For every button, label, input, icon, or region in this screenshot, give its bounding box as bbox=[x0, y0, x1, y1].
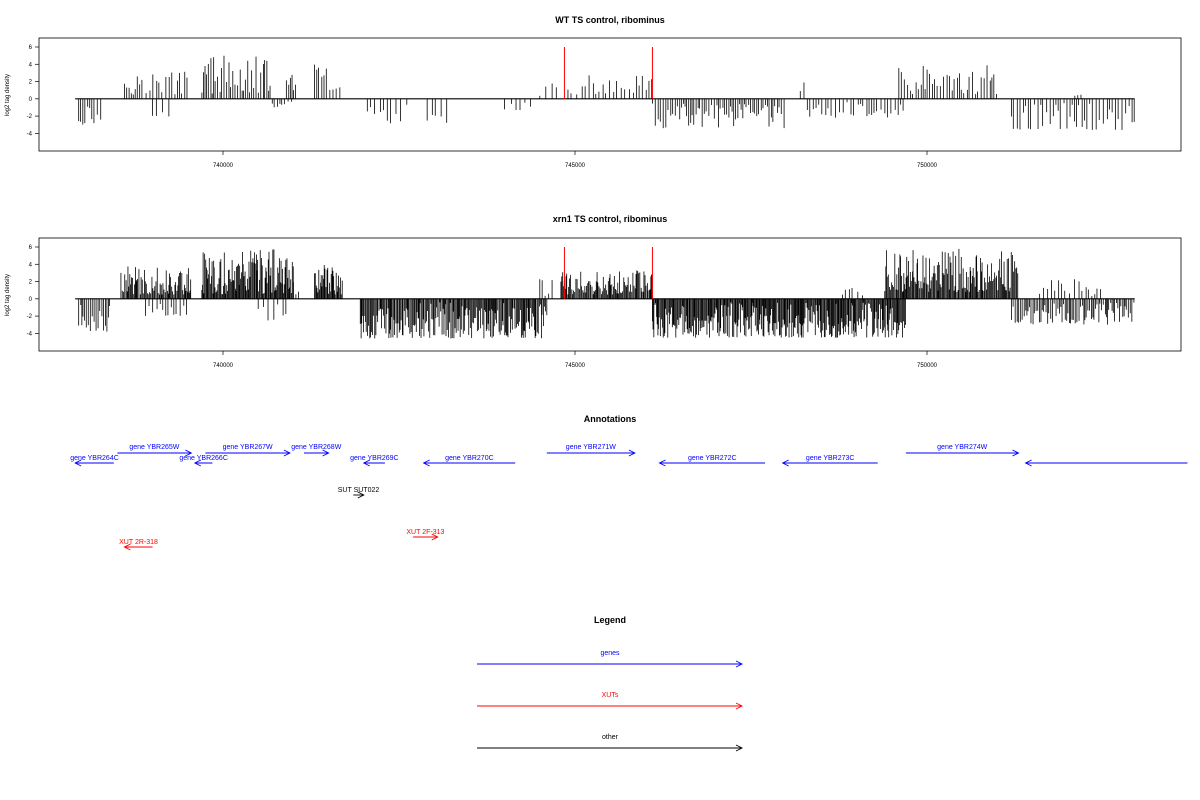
feature-arrow-head bbox=[781, 459, 789, 467]
feature-arrow-head bbox=[1012, 449, 1020, 457]
feature-gene-ybr272c: gene YBR272C bbox=[658, 455, 766, 467]
legend-label: XUTs bbox=[602, 692, 619, 699]
feature-arrow-head bbox=[357, 491, 365, 499]
feature-label: gene YBR271W bbox=[566, 444, 616, 451]
legend-label: genes bbox=[600, 650, 620, 657]
feature-arrow-head bbox=[1024, 459, 1032, 467]
feature-label: gene YBR264C bbox=[70, 455, 119, 462]
feature-gene-ybr274w: gene YBR274W bbox=[905, 444, 1020, 457]
xrn1-y-tick-label: -2 bbox=[27, 314, 33, 320]
xrn1-y-tick-label: 2 bbox=[29, 280, 33, 286]
legend-arrow-head bbox=[735, 702, 744, 710]
feature-arrow-head bbox=[123, 543, 131, 551]
wt-x-tick-label: 745000 bbox=[565, 163, 586, 169]
legend: Legend genes XUTs other bbox=[477, 615, 744, 752]
feature-label: gene YBR274W bbox=[937, 444, 987, 451]
feature-arrow-head bbox=[193, 459, 202, 467]
feature-arrow-head bbox=[283, 449, 291, 457]
legend-title: Legend bbox=[594, 615, 626, 625]
legend-arrow-head bbox=[735, 744, 744, 752]
wt-y-tick-label: -2 bbox=[27, 114, 33, 120]
xrn1-x-tick-label: 750000 bbox=[917, 363, 938, 369]
legend-items: genes XUTs other bbox=[477, 650, 744, 752]
feature-xut-2f-313: XUT 2F-313 bbox=[406, 529, 445, 541]
xrn1-y-tick-label: 0 bbox=[29, 297, 33, 303]
wt-coverage-bars bbox=[75, 47, 1135, 130]
legend-arrow-head bbox=[735, 660, 744, 668]
wt-plot-frame bbox=[38, 37, 1182, 152]
wt-y-tick-label: 4 bbox=[29, 62, 33, 68]
feature-label: gene YBR265W bbox=[129, 444, 179, 451]
wt-x-tick-label: 740000 bbox=[213, 163, 234, 169]
feature-label: gene YBR270C bbox=[445, 455, 494, 462]
feature-unlabeled bbox=[1024, 459, 1188, 467]
feature-label: gene YBR272C bbox=[688, 455, 737, 462]
xrn1-axis-ticks: -4 -2 0 2 4 6 740000 745000 750000 bbox=[27, 245, 938, 369]
feature-arrow-head bbox=[74, 459, 82, 467]
feature-label: gene YBR267W bbox=[223, 444, 273, 451]
legend-item-other: other bbox=[477, 734, 744, 752]
feature-gene-ybr267w: gene YBR267W bbox=[205, 444, 291, 457]
wt-y-tick-label: 6 bbox=[29, 45, 33, 51]
xrn1-y-tick-label: 4 bbox=[29, 262, 33, 268]
wt-coverage-panel: WT TS control, ribominus log2 tag densit… bbox=[5, 15, 1182, 169]
feature-arrow-head bbox=[628, 449, 636, 457]
xrn1-x-tick-label: 740000 bbox=[213, 363, 234, 369]
xrn1-y-tick-label: -4 bbox=[27, 331, 33, 337]
annotations-title: Annotations bbox=[584, 414, 637, 424]
feature-gene-ybr270c: gene YBR270C bbox=[422, 455, 516, 467]
feature-label: XUT 2R-318 bbox=[119, 539, 158, 546]
xrn1-y-axis-label: log2 tag density bbox=[5, 274, 11, 316]
wt-x-tick-label: 750000 bbox=[917, 163, 938, 169]
feature-gene-ybr268w: gene YBR268W bbox=[291, 444, 342, 457]
feature-label: gene YBR266C bbox=[179, 455, 228, 462]
feature-label: gene YBR273C bbox=[806, 455, 855, 462]
feature-label: SUT SUT022 bbox=[338, 487, 380, 494]
feature-arrow-head bbox=[658, 459, 666, 467]
legend-item-xuts: XUTs bbox=[477, 692, 744, 710]
legend-item-genes: genes bbox=[477, 650, 744, 668]
feature-arrow-head bbox=[422, 459, 430, 467]
xrn1-coverage-bars bbox=[75, 247, 1135, 339]
feature-gene-ybr265w: gene YBR265W bbox=[117, 444, 193, 457]
feature-arrow-head bbox=[362, 459, 371, 467]
feature-arrow-head bbox=[431, 533, 439, 541]
feature-arrow-head bbox=[185, 449, 193, 457]
wt-axis-ticks: -4 -2 0 2 4 6 740000 745000 750000 bbox=[27, 45, 938, 169]
xrn1-panel-title: xrn1 TS control, ribominus bbox=[553, 214, 668, 224]
xrn1-plot-frame bbox=[38, 237, 1182, 352]
xrn1-x-tick-label: 745000 bbox=[565, 363, 586, 369]
wt-y-tick-label: 2 bbox=[29, 80, 33, 86]
feature-label: gene YBR269C bbox=[350, 455, 399, 462]
wt-y-tick-label: 0 bbox=[29, 97, 33, 103]
feature-gene-ybr266c: gene YBR266C bbox=[179, 455, 228, 467]
feature-arrow-head bbox=[322, 449, 330, 457]
wt-y-tick-label: -4 bbox=[27, 131, 33, 137]
feature-gene-ybr264c: gene YBR264C bbox=[70, 455, 119, 467]
wt-panel-title: WT TS control, ribominus bbox=[555, 15, 665, 25]
legend-label: other bbox=[602, 734, 619, 741]
feature-xut-2r-318: XUT 2R-318 bbox=[119, 539, 158, 551]
wt-y-axis-label: log2 tag density bbox=[5, 74, 11, 116]
xrn1-y-tick-label: 6 bbox=[29, 245, 33, 251]
feature-gene-ybr273c: gene YBR273C bbox=[781, 455, 878, 467]
feature-label: XUT 2F-313 bbox=[406, 529, 444, 536]
feature-gene-ybr271w: gene YBR271W bbox=[546, 444, 636, 457]
xrn1-coverage-panel: xrn1 TS control, ribominus log2 tag dens… bbox=[5, 214, 1182, 369]
feature-sut-sut022: SUT SUT022 bbox=[338, 487, 380, 499]
feature-label: gene YBR268W bbox=[291, 444, 341, 451]
feature-gene-ybr269c: gene YBR269C bbox=[350, 455, 399, 467]
